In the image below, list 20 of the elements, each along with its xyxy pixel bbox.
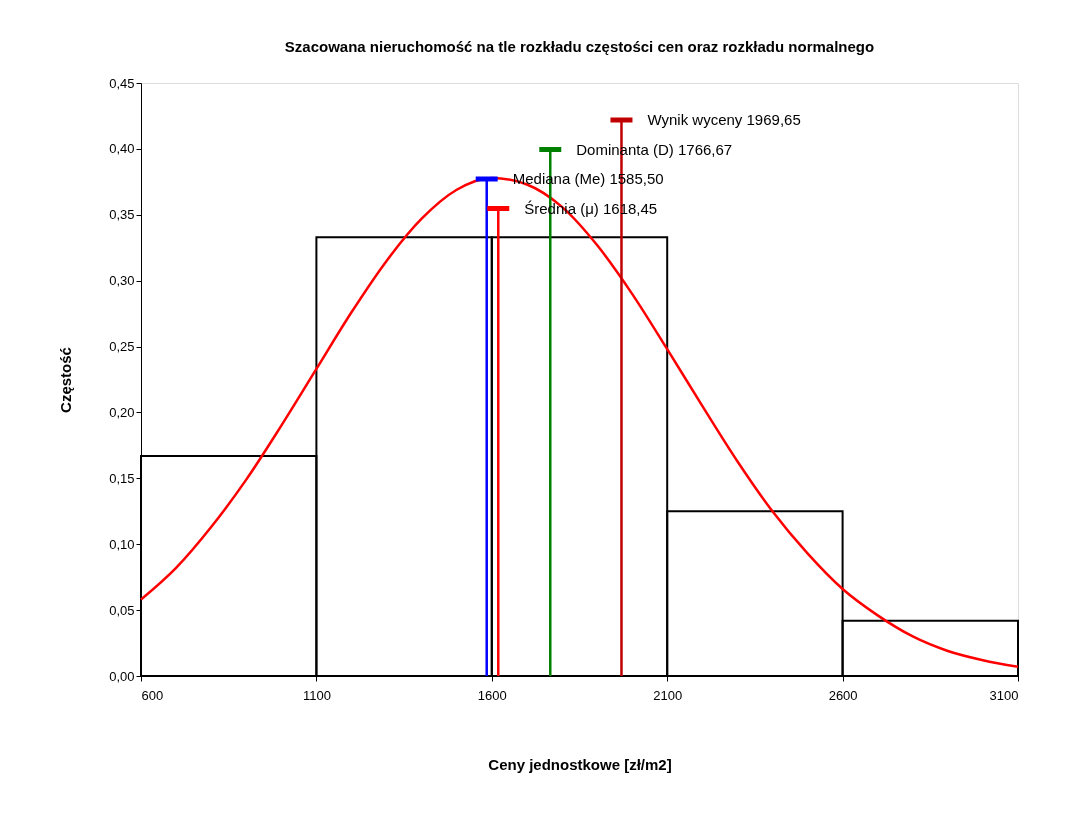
y-tick-label: 0,45 xyxy=(109,75,135,91)
y-tick-label: 0,15 xyxy=(109,470,135,486)
y-tick-label: 0,30 xyxy=(109,273,135,289)
ref-line-label: Wynik wyceny 1969,65 xyxy=(647,111,801,128)
x-axis-title: Ceny jednostkowe [zł/m2] xyxy=(488,755,672,773)
y-tick-label: 0,35 xyxy=(109,207,135,223)
y-tick-label: 0,25 xyxy=(109,339,135,355)
y-tick-label: 0,00 xyxy=(109,668,135,684)
x-tick-label: 2100 xyxy=(653,687,683,703)
y-axis-title: Częstość xyxy=(57,347,75,413)
x-tick-label: 1600 xyxy=(477,687,507,703)
x-tick-label: 2600 xyxy=(828,687,858,703)
y-tick-label: 0,05 xyxy=(109,602,135,618)
y-tick-label: 0,40 xyxy=(109,141,135,157)
y-tick-label: 0,10 xyxy=(109,536,135,552)
x-tick-label: 3100 xyxy=(989,687,1019,703)
y-tick-label: 0,20 xyxy=(109,404,135,420)
chart-title: Szacowana nieruchomość na tle rozkładu częstości cen oraz rozkładu normalnego xyxy=(284,38,875,55)
x-tick-label: 1100 xyxy=(302,687,331,703)
x-tick-label: 600 xyxy=(141,687,164,703)
